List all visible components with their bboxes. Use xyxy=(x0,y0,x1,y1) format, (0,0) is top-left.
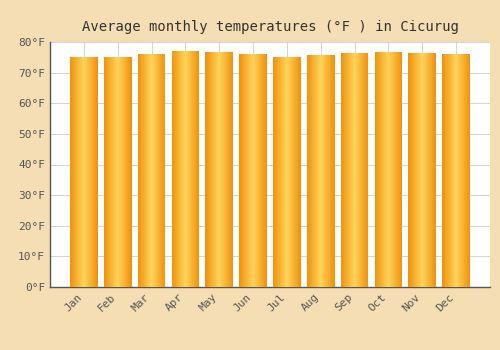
Title: Average monthly temperatures (°F ) in Cicurug: Average monthly temperatures (°F ) in Ci… xyxy=(82,20,458,34)
